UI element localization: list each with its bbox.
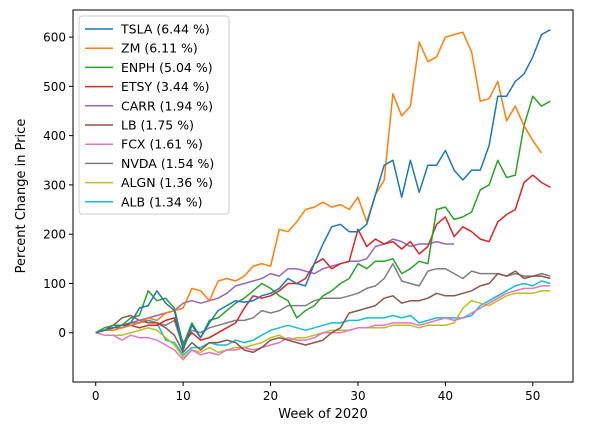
- legend-entry: ALGN (1.36 %): [121, 175, 213, 190]
- legend-entry: ALB (1.34 %): [121, 194, 203, 209]
- legend-entry: LB (1.75 %): [121, 118, 194, 133]
- x-tick-label: 40: [438, 389, 453, 403]
- y-tick-label: 100: [43, 277, 66, 291]
- x-tick-label: 30: [350, 389, 365, 403]
- y-tick-label: 300: [43, 178, 66, 192]
- legend-entry: ZM (6.11 %): [121, 41, 198, 56]
- x-tick-label: 0: [92, 389, 100, 403]
- legend: TSLA (6.44 %) ZM (6.11 %) ENPH (5.04 %) ETS…: [79, 16, 229, 214]
- legend-entry: FCX (1.61 %): [121, 137, 203, 152]
- legend-entry: ETSY (3.44 %): [121, 79, 210, 94]
- legend-entry: CARR (1.94 %): [121, 98, 213, 113]
- x-tick-label: 50: [525, 389, 540, 403]
- y-tick-label: 500: [43, 80, 66, 94]
- x-axis-label: Week of 2020: [278, 407, 368, 422]
- legend-entry: ENPH (5.04 %): [121, 60, 213, 75]
- y-tick-label: 400: [43, 129, 66, 143]
- legend-entry: NVDA (1.54 %): [121, 156, 214, 171]
- legend-entry: TSLA (6.44 %): [120, 22, 210, 37]
- x-tick-label: 10: [175, 389, 190, 403]
- x-tick-label: 20: [263, 389, 278, 403]
- y-tick-label: 600: [43, 31, 66, 45]
- series-line-fcx: [96, 286, 551, 360]
- y-axis-ticks: 0 100 200 300 400 500 600: [43, 31, 73, 341]
- y-tick-label: 0: [58, 326, 66, 340]
- y-tick-label: 200: [43, 228, 66, 242]
- x-axis-ticks: 0 10 20 30 40 50: [92, 382, 541, 403]
- series-line-lb: [96, 271, 551, 352]
- y-axis-label: Percent Change in Price: [14, 119, 29, 274]
